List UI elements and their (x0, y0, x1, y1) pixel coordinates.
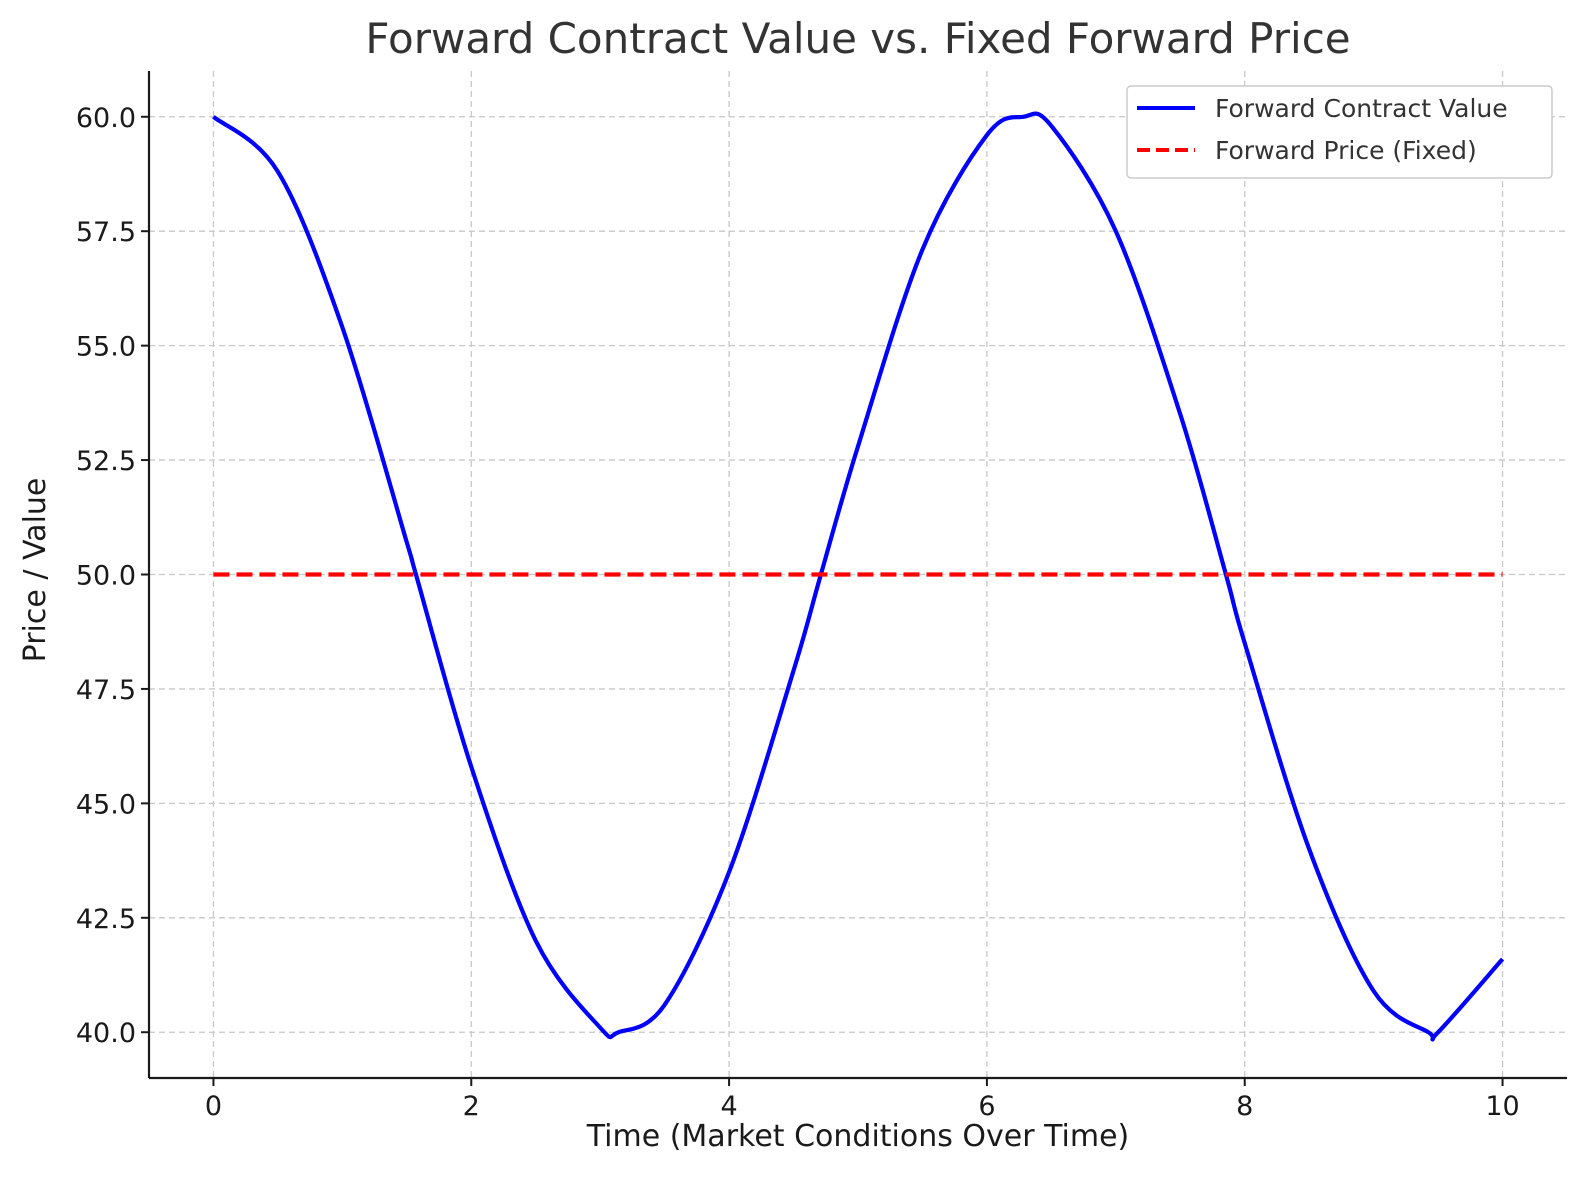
x-tick-label-4: 8 (1236, 1091, 1253, 1122)
series-line-forward-contract-value (212, 111, 1505, 1042)
y-tick-label-0: 40.0 (76, 1018, 136, 1049)
legend-label-forward-contract-value: Forward Contract Value (1215, 94, 1508, 123)
y-tick-label-1: 42.5 (76, 904, 136, 935)
axes: 0 2 4 6 8 10 40.0 42.5 45.0 47.5 50.0 52.5 55.0 57.5 6… (76, 71, 1567, 1122)
series-layer (212, 111, 1505, 1042)
x-tick-label-3: 6 (978, 1091, 995, 1122)
y-axis-title: Price / Value (18, 478, 53, 663)
x-tick-label-0: 0 (205, 1091, 222, 1122)
x-tick-label-1: 2 (463, 1091, 480, 1122)
x-tick-label-2: 4 (720, 1091, 737, 1122)
x-tick-label-5: 10 (1485, 1091, 1519, 1122)
x-axis-title: Time (Market Conditions Over Time) (586, 1119, 1129, 1154)
legend-label-forward-price-fixed: Forward Price (Fixed) (1215, 136, 1477, 165)
y-tick-label-5: 52.5 (76, 446, 136, 477)
y-tick-label-4: 50.0 (76, 561, 136, 592)
y-tick-label-6: 55.0 (76, 332, 136, 363)
y-tick-label-7: 57.5 (76, 217, 136, 248)
y-tick-label-8: 60.0 (76, 103, 136, 134)
y-tick-label-2: 45.0 (76, 789, 136, 820)
chart-title: Forward Contract Value vs. Fixed Forward… (365, 14, 1350, 63)
legend-frame (1126, 85, 1553, 179)
legend: Forward Contract Value Forward Price (Fi… (1126, 85, 1553, 179)
y-tick-label-3: 47.5 (76, 675, 136, 706)
